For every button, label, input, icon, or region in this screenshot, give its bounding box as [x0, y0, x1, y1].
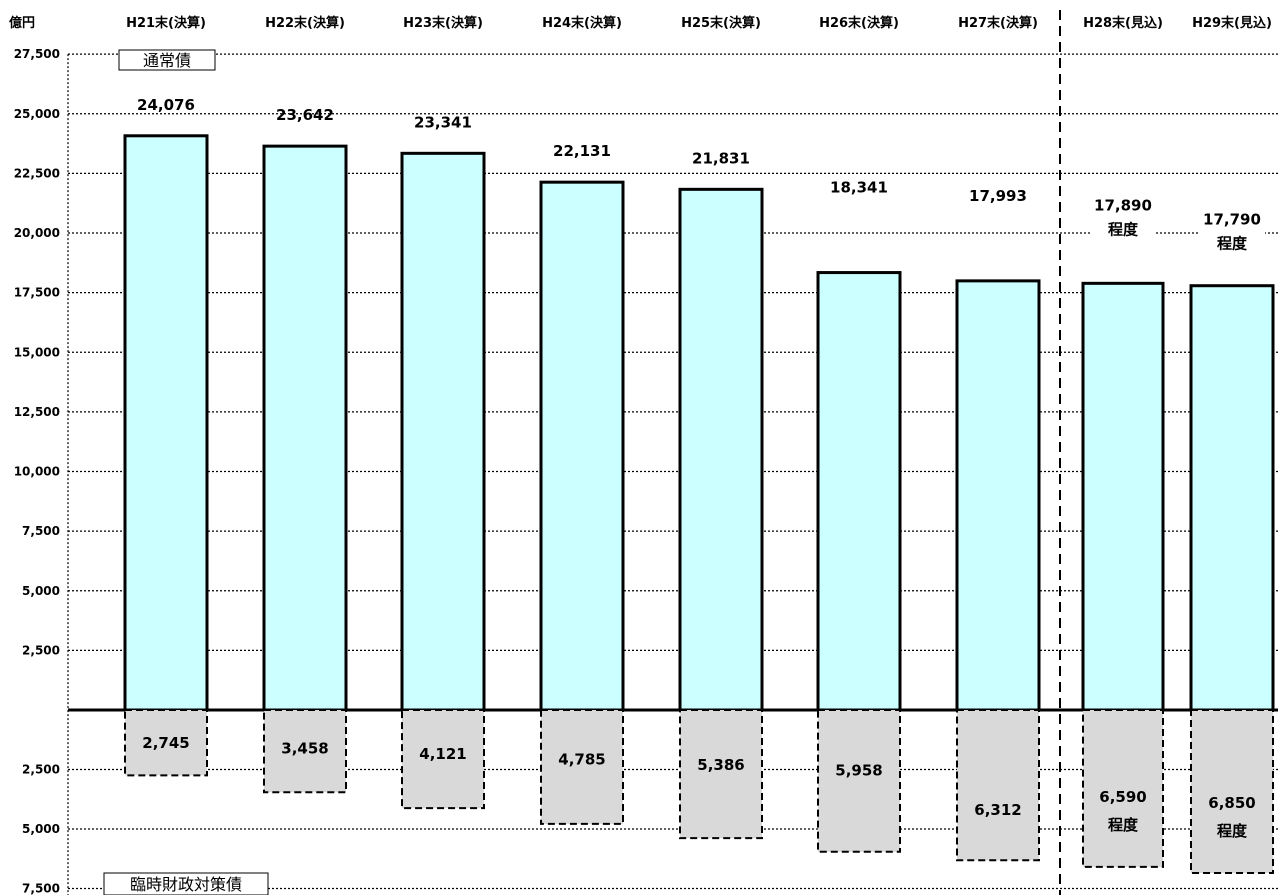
value-label-lower-7: 6,590: [1099, 788, 1146, 806]
bar-upper-2: [400, 151, 486, 712]
bar-lower-2: [401, 709, 485, 810]
bar-lower-3: [540, 709, 624, 825]
category-label-6: H27末(決算): [958, 15, 1038, 31]
y-tick-upper-5: 15,000: [14, 345, 60, 359]
category-label-1: H22末(決算): [265, 15, 345, 31]
value-label-bg-upper-8: [1199, 206, 1265, 255]
approx-suffix-upper-7: 程度: [1108, 220, 1139, 238]
y-tick-upper-0: 27,500: [14, 47, 60, 61]
approx-suffix-lower-8: 程度: [1217, 822, 1248, 840]
bar-upper-4: [678, 187, 764, 712]
bar-upper-1: [262, 144, 348, 712]
bar-upper-0: [123, 134, 209, 712]
y-tick-upper-4: 17,500: [14, 286, 60, 300]
bar-upper-8: [1189, 284, 1275, 712]
value-label-lower-1: 3,458: [281, 740, 328, 758]
category-label-8: H29末(見込): [1192, 15, 1272, 31]
lower-series-label: 臨時財政対策債: [130, 875, 242, 894]
value-label-lower-8: 6,850: [1208, 794, 1255, 812]
category-label-3: H24末(決算): [542, 15, 622, 31]
y-tick-upper-9: 5,000: [22, 584, 60, 598]
y-tick-lower-2: 7,500: [22, 882, 60, 895]
value-label-upper-2: 23,341: [414, 113, 472, 131]
value-label-lower-5: 5,958: [835, 762, 882, 780]
approx-suffix-upper-8: 程度: [1217, 235, 1248, 253]
value-label-lower-2: 4,121: [419, 745, 466, 763]
category-label-0: H21末(決算): [126, 15, 206, 31]
upper-series-label-box: [118, 49, 216, 71]
category-label-7: H28末(見込): [1083, 15, 1163, 31]
bar-upper-3: [539, 180, 625, 712]
bar-lower-4: [679, 709, 763, 840]
value-label-upper-4: 21,831: [692, 149, 750, 167]
bar-upper-6: [955, 279, 1041, 712]
y-tick-upper-10: 2,500: [22, 643, 60, 657]
bar-lower-7: [1082, 709, 1164, 868]
labels-layer: 27,500 25,000 22,500 20,000 17,500 15,000 12,5…: [14, 10, 1272, 895]
category-label-5: H26末(決算): [819, 15, 899, 31]
y-tick-upper-1: 25,000: [14, 107, 60, 121]
y-tick-upper-8: 7,500: [22, 524, 60, 538]
approx-suffix-lower-7: 程度: [1108, 816, 1139, 834]
bar-lower-0: [124, 709, 208, 777]
value-label-upper-6: 17,993: [969, 187, 1027, 205]
category-label-2: H23末(決算): [403, 15, 483, 31]
lower-series-label-box: [103, 872, 269, 895]
y-tick-upper-6: 12,500: [14, 405, 60, 419]
value-label-upper-5: 18,341: [830, 179, 888, 197]
category-label-4: H25末(決算): [681, 15, 761, 31]
bar-lower-6: [956, 709, 1040, 862]
value-label-lower-4: 5,386: [697, 756, 744, 774]
value-label-upper-0: 24,076: [137, 96, 195, 114]
bar-lower-1: [263, 709, 347, 794]
value-label-upper-3: 22,131: [553, 142, 611, 160]
value-label-upper-7: 17,890: [1094, 196, 1152, 214]
bar-lower-5: [817, 709, 901, 853]
y-tick-lower-1: 5,000: [22, 822, 60, 836]
legend-boxes-layer: 通常債 臨時財政対策債: [103, 49, 269, 895]
value-label-lower-3: 4,785: [558, 751, 605, 769]
upper-series-label: 通常債: [143, 51, 191, 70]
value-label-upper-8: 17,790: [1203, 211, 1261, 229]
value-label-lower-0: 2,745: [142, 734, 189, 752]
y-tick-upper-7: 10,000: [14, 465, 60, 479]
bar-lower-8: [1190, 709, 1274, 875]
value-label-upper-1: 23,642: [276, 106, 334, 124]
bar-upper-5: [816, 271, 902, 712]
bar-upper-7: [1081, 281, 1165, 712]
y-tick-upper-2: 22,500: [14, 166, 60, 180]
value-label-lower-6: 6,312: [974, 801, 1021, 819]
value-label-bg-upper-7: [1090, 192, 1156, 241]
y-tick-lower-0: 2,500: [22, 763, 60, 777]
unit-label: 億円: [9, 15, 35, 31]
bars-layer: [123, 134, 1275, 875]
y-tick-upper-3: 20,000: [14, 226, 60, 240]
